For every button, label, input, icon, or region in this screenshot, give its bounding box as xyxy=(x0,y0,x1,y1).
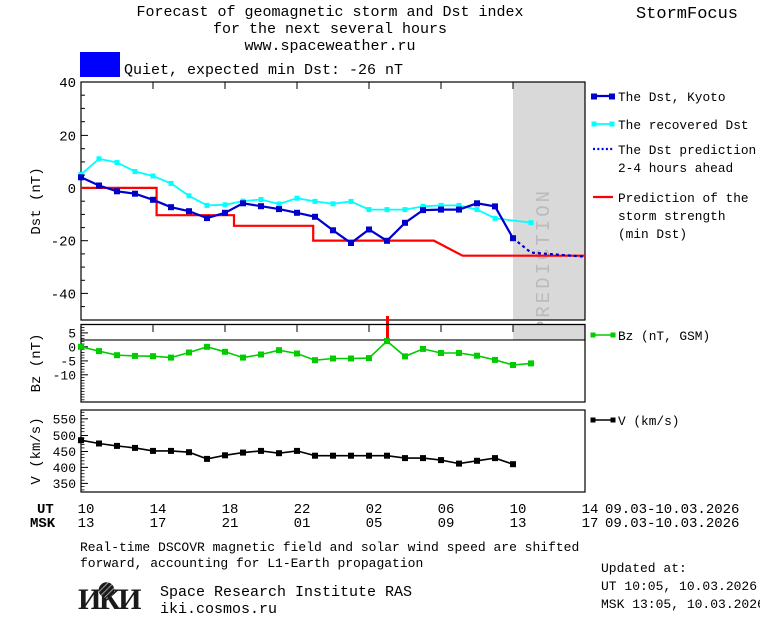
svg-text:01: 01 xyxy=(294,516,311,532)
svg-text:for the next several hours: for the next several hours xyxy=(213,21,447,38)
svg-text:13: 13 xyxy=(510,516,527,532)
svg-text:The Dst prediction: The Dst prediction xyxy=(618,143,756,158)
svg-text:The Dst, Kyoto: The Dst, Kyoto xyxy=(618,90,726,105)
svg-text:09: 09 xyxy=(438,516,455,532)
svg-text:17: 17 xyxy=(582,516,599,532)
svg-text:17: 17 xyxy=(150,516,167,532)
svg-text:40: 40 xyxy=(59,76,76,92)
svg-text:MSK: MSK xyxy=(30,516,56,532)
svg-text:21: 21 xyxy=(222,516,239,532)
svg-text:-10: -10 xyxy=(53,368,76,383)
svg-text:Prediction of the: Prediction of the xyxy=(618,191,749,206)
svg-text:20: 20 xyxy=(59,129,76,145)
svg-text:The recovered Dst: The recovered Dst xyxy=(618,118,749,133)
svg-text:05: 05 xyxy=(366,516,383,532)
svg-text:Quiet, expected min Dst: -26 n: Quiet, expected min Dst: -26 nT xyxy=(124,62,403,79)
svg-text:Bz (nT, GSM): Bz (nT, GSM) xyxy=(618,329,710,344)
svg-text:(min Dst): (min Dst) xyxy=(618,227,687,242)
svg-text:550: 550 xyxy=(53,412,76,427)
svg-text:MSK 13:05, 10.03.2026: MSK 13:05, 10.03.2026 xyxy=(601,597,760,612)
svg-text:-20: -20 xyxy=(51,235,76,251)
svg-text:350: 350 xyxy=(53,477,76,492)
svg-text:09.03-10.03.2026: 09.03-10.03.2026 xyxy=(605,516,739,532)
svg-text:0: 0 xyxy=(68,340,76,355)
svg-text:V (km/s): V (km/s) xyxy=(618,414,679,429)
svg-text:UT 10:05, 10.03.2026: UT 10:05, 10.03.2026 xyxy=(601,579,757,594)
svg-text:500: 500 xyxy=(53,429,76,444)
svg-text:5: 5 xyxy=(68,326,76,341)
svg-text:PREDICTION: PREDICTION xyxy=(533,188,555,332)
svg-text:Dst (nT): Dst (nT) xyxy=(29,167,45,234)
svg-text:forward, accounting for L1-Ear: forward, accounting for L1-Earth propaga… xyxy=(80,556,423,571)
svg-text:0: 0 xyxy=(68,182,76,198)
svg-text:-5: -5 xyxy=(60,354,76,369)
svg-text:iki.cosmos.ru: iki.cosmos.ru xyxy=(160,601,277,618)
svg-text:2-4 hours ahead: 2-4 hours ahead xyxy=(618,161,733,176)
svg-text:www.spaceweather.ru: www.spaceweather.ru xyxy=(244,38,415,55)
svg-text:V (km/s): V (km/s) xyxy=(29,417,45,484)
svg-text:13: 13 xyxy=(78,516,95,532)
svg-text:StormFocus: StormFocus xyxy=(636,5,738,24)
svg-text:450: 450 xyxy=(53,445,76,460)
svg-text:-40: -40 xyxy=(51,287,76,303)
svg-text:Forecast of geomagnetic storm: Forecast of geomagnetic storm and Dst in… xyxy=(136,4,523,21)
svg-text:Space Research Institute RAS: Space Research Institute RAS xyxy=(160,584,412,601)
svg-text:Bz (nT): Bz (nT) xyxy=(29,334,45,393)
svg-text:Real-time DSCOVR magnetic fiel: Real-time DSCOVR magnetic field and sola… xyxy=(80,540,579,555)
svg-text:400: 400 xyxy=(53,461,76,476)
svg-text:Updated at:: Updated at: xyxy=(601,561,687,576)
svg-text:storm strength: storm strength xyxy=(618,209,726,224)
